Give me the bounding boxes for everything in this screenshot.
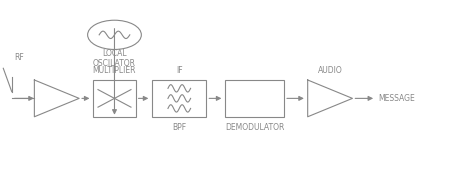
Text: MULTIPLIER: MULTIPLIER — [93, 66, 136, 75]
FancyBboxPatch shape — [93, 80, 136, 117]
FancyBboxPatch shape — [225, 80, 284, 117]
Text: BPF: BPF — [172, 123, 186, 132]
Text: LOCAL
OSCILATOR: LOCAL OSCILATOR — [93, 49, 136, 68]
Text: MESSAGE: MESSAGE — [378, 94, 415, 103]
Text: AUDIO: AUDIO — [318, 66, 342, 75]
Text: RF: RF — [14, 53, 24, 62]
Text: IF: IF — [176, 66, 182, 75]
FancyBboxPatch shape — [152, 80, 206, 117]
Text: DEMODULATOR: DEMODULATOR — [225, 123, 284, 132]
Ellipse shape — [88, 20, 141, 49]
